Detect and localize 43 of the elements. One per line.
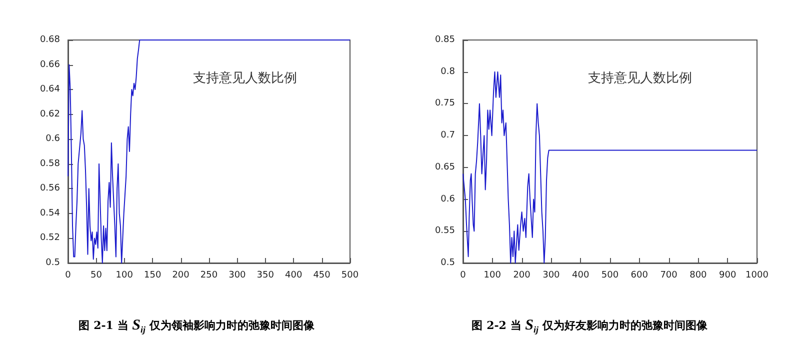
x-tick-label: 800 <box>690 270 708 280</box>
y-tick-label: 0.6 <box>440 194 456 204</box>
y-tick-label: 0.56 <box>40 184 60 194</box>
x-tick-label: 400 <box>285 270 302 280</box>
y-tick-label: 0.55 <box>434 226 455 236</box>
y-tick-label: 0.65 <box>434 162 455 172</box>
y-tick-label: 0.8 <box>440 66 456 77</box>
y-tick-label: 0.64 <box>40 84 60 95</box>
x-tick-label: 400 <box>572 270 590 280</box>
y-tick-label: 0.75 <box>434 98 455 109</box>
x-tick-label: 500 <box>341 270 359 280</box>
y-tick-label: 0.62 <box>40 109 60 120</box>
x-tick-label: 300 <box>228 270 246 280</box>
x-tick-label: 150 <box>144 270 162 280</box>
annotation: 支持意见人数比例 <box>588 71 692 86</box>
y-tick-label: 0.58 <box>40 158 60 169</box>
x-tick-label: 350 <box>256 270 274 280</box>
annotation: 支持意见人数比例 <box>193 71 297 86</box>
y-tick-label: 0.5 <box>440 258 455 268</box>
x-tick-label: 600 <box>630 270 648 280</box>
x-tick-label: 50 <box>90 270 102 280</box>
y-tick-label: 0.68 <box>40 35 60 45</box>
y-tick-label: 0.54 <box>40 208 60 218</box>
y-tick-label: 0.5 <box>46 258 60 268</box>
x-tick-label: 100 <box>484 270 502 280</box>
x-tick-label: 100 <box>116 270 134 280</box>
y-tick-label: 0.85 <box>434 35 455 45</box>
x-tick-label: 0 <box>460 270 466 280</box>
y-tick-label: 0.52 <box>40 233 60 244</box>
x-tick-label: 200 <box>513 270 531 280</box>
x-tick-label: 450 <box>313 270 331 280</box>
x-tick-label: 200 <box>172 270 190 280</box>
y-tick-label: 0.6 <box>46 134 60 144</box>
x-tick-label: 700 <box>660 270 678 280</box>
x-tick-label: 1000 <box>746 270 769 280</box>
y-tick-label: 0.7 <box>440 130 455 141</box>
line-series <box>68 40 350 264</box>
x-tick-label: 250 <box>200 270 218 280</box>
y-tick-label: 0.66 <box>40 60 60 70</box>
x-tick-label: 0 <box>65 270 72 280</box>
x-tick-label: 300 <box>542 270 560 280</box>
x-tick-label: 500 <box>601 270 619 280</box>
x-tick-label: 900 <box>719 270 736 280</box>
